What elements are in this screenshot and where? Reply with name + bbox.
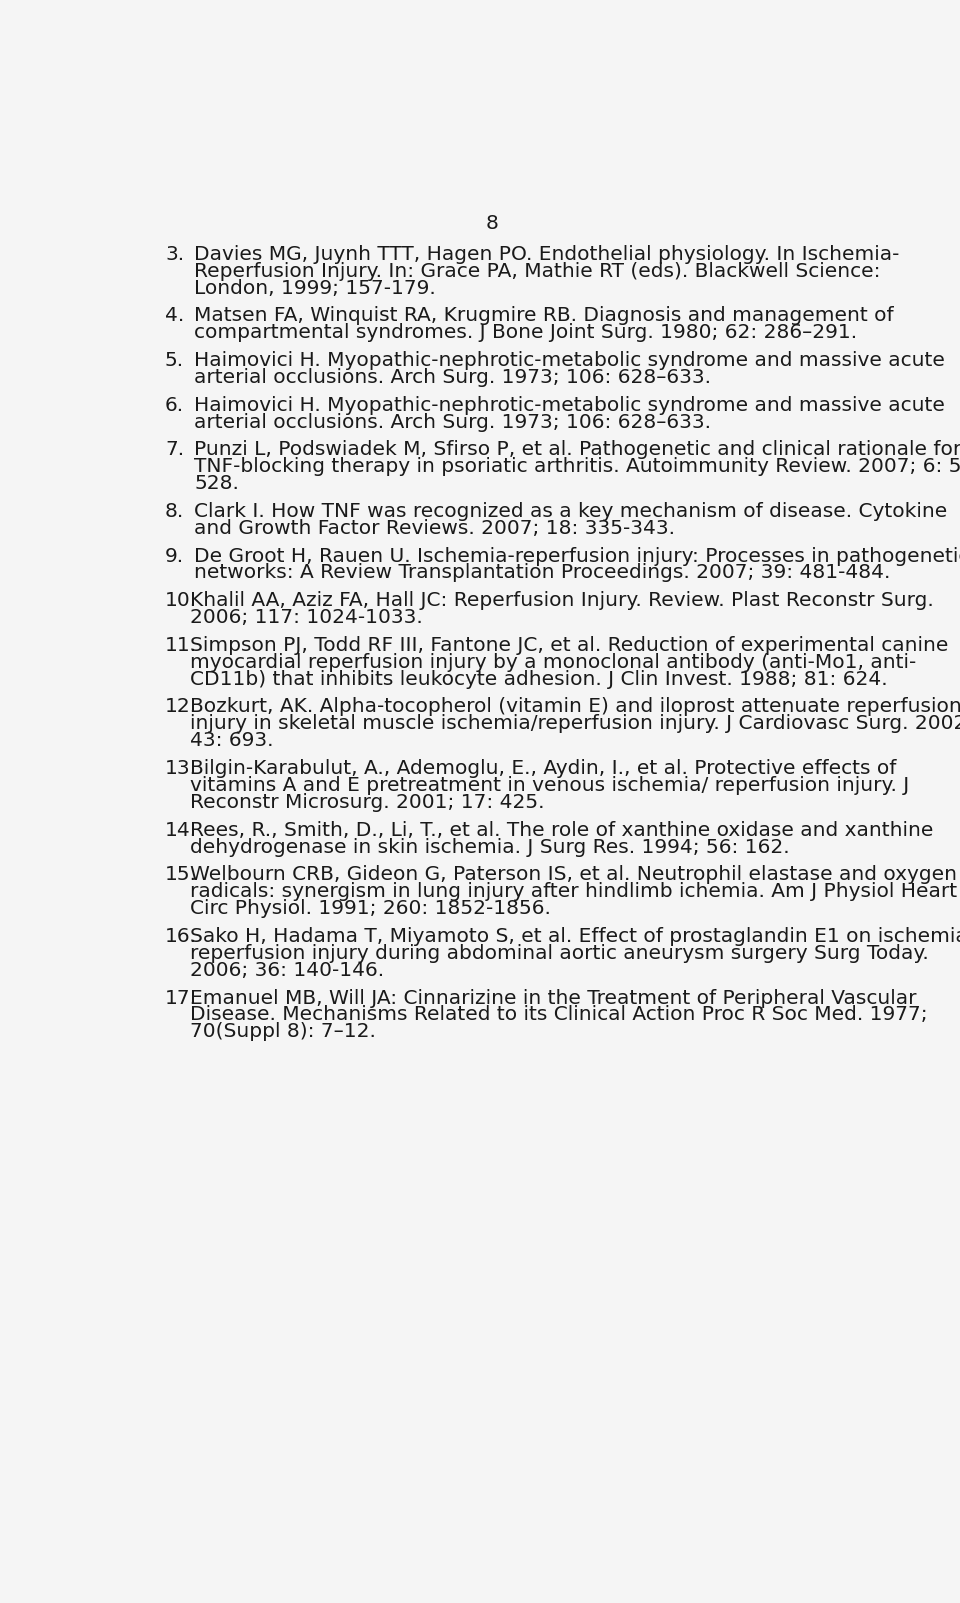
Text: London, 1999; 157-179.: London, 1999; 157-179. xyxy=(194,279,436,298)
Text: 2006; 36: 140-146.: 2006; 36: 140-146. xyxy=(190,960,384,979)
Text: Reperfusion Injury. In: Grace PA, Mathie RT (eds). Blackwell Science:: Reperfusion Injury. In: Grace PA, Mathie… xyxy=(194,261,881,281)
Text: 16.: 16. xyxy=(165,927,197,946)
Text: 14.: 14. xyxy=(165,821,197,840)
Text: 9.: 9. xyxy=(165,547,184,566)
Text: Bilgin-Karabulut, A., Ademoglu, E., Aydin, I., et al. Protective effects of: Bilgin-Karabulut, A., Ademoglu, E., Aydi… xyxy=(190,760,896,777)
Text: 12.: 12. xyxy=(165,697,197,717)
Text: Emanuel MB, Will JA: Cinnarizine in the Treatment of Peripheral Vascular: Emanuel MB, Will JA: Cinnarizine in the … xyxy=(190,989,916,1008)
Text: CD11b) that inhibits leukocyte adhesion. J Clin Invest. 1988; 81: 624.: CD11b) that inhibits leukocyte adhesion.… xyxy=(190,670,887,689)
Text: Clark I. How TNF was recognized as a key mechanism of disease. Cytokine: Clark I. How TNF was recognized as a key… xyxy=(194,502,948,521)
Text: Haimovici H. Myopathic-nephrotic-metabolic syndrome and massive acute: Haimovici H. Myopathic-nephrotic-metabol… xyxy=(194,351,946,370)
Text: Davies MG, Juynh TTT, Hagen PO. Endothelial physiology. In Ischemia-: Davies MG, Juynh TTT, Hagen PO. Endothel… xyxy=(194,245,900,264)
Text: 528.: 528. xyxy=(194,474,239,494)
Text: and Growth Factor Reviews. 2007; 18: 335-343.: and Growth Factor Reviews. 2007; 18: 335… xyxy=(194,519,676,539)
Text: 17.: 17. xyxy=(165,989,197,1008)
Text: Reconstr Microsurg. 2001; 17: 425.: Reconstr Microsurg. 2001; 17: 425. xyxy=(190,793,544,813)
Text: reperfusion injury during abdominal aortic aneurysm surgery Surg Today.: reperfusion injury during abdominal aort… xyxy=(190,944,928,963)
Text: Welbourn CRB, Gideon G, Paterson IS, et al. Neutrophil elastase and oxygen: Welbourn CRB, Gideon G, Paterson IS, et … xyxy=(190,866,957,885)
Text: Disease. Mechanisms Related to its Clinical Action Proc R Soc Med. 1977;: Disease. Mechanisms Related to its Clini… xyxy=(190,1005,927,1024)
Text: arterial occlusions. Arch Surg. 1973; 106: 628–633.: arterial occlusions. Arch Surg. 1973; 10… xyxy=(194,412,711,431)
Text: Simpson PJ, Todd RF III, Fantone JC, et al. Reduction of experimental canine: Simpson PJ, Todd RF III, Fantone JC, et … xyxy=(190,636,948,656)
Text: TNF-blocking therapy in psoriatic arthritis. Autoimmunity Review. 2007; 6: 524-: TNF-blocking therapy in psoriatic arthri… xyxy=(194,457,960,476)
Text: networks: A Review Transplantation Proceedings. 2007; 39: 481-484.: networks: A Review Transplantation Proce… xyxy=(194,564,891,582)
Text: 2006; 117: 1024-1033.: 2006; 117: 1024-1033. xyxy=(190,608,422,627)
Text: 11.: 11. xyxy=(165,636,197,656)
Text: 3.: 3. xyxy=(165,245,184,264)
Text: Matsen FA, Winquist RA, Krugmire RB. Diagnosis and management of: Matsen FA, Winquist RA, Krugmire RB. Dia… xyxy=(194,306,894,325)
Text: 15.: 15. xyxy=(165,866,197,885)
Text: 43: 693.: 43: 693. xyxy=(190,731,274,750)
Text: 4.: 4. xyxy=(165,306,184,325)
Text: radicals: synergism in lung injury after hindlimb ichemia. Am J Physiol Heart: radicals: synergism in lung injury after… xyxy=(190,882,957,901)
Text: 10.: 10. xyxy=(165,592,197,611)
Text: De Groot H, Rauen U. Ischemia-reperfusion injury: Processes in pathogenetic: De Groot H, Rauen U. Ischemia-reperfusio… xyxy=(194,547,960,566)
Text: Rees, R., Smith, D., Li, T., et al. The role of xanthine oxidase and xanthine: Rees, R., Smith, D., Li, T., et al. The … xyxy=(190,821,933,840)
Text: Khalil AA, Aziz FA, Hall JC: Reperfusion Injury. Review. Plast Reconstr Surg.: Khalil AA, Aziz FA, Hall JC: Reperfusion… xyxy=(190,592,933,611)
Text: dehydrogenase in skin ischemia. J Surg Res. 1994; 56: 162.: dehydrogenase in skin ischemia. J Surg R… xyxy=(190,838,789,856)
Text: Punzi L, Podswiadek M, Sfirso P, et al. Pathogenetic and clinical rationale for: Punzi L, Podswiadek M, Sfirso P, et al. … xyxy=(194,441,960,460)
Text: 8: 8 xyxy=(486,213,498,232)
Text: vitamins A and E pretreatment in venous ischemia/ reperfusion injury. J: vitamins A and E pretreatment in venous … xyxy=(190,776,909,795)
Text: Haimovici H. Myopathic-nephrotic-metabolic syndrome and massive acute: Haimovici H. Myopathic-nephrotic-metabol… xyxy=(194,396,946,415)
Text: Sako H, Hadama T, Miyamoto S, et al. Effect of prostaglandin E1 on ischemia-: Sako H, Hadama T, Miyamoto S, et al. Eff… xyxy=(190,927,960,946)
Text: 70(Suppl 8): 7–12.: 70(Suppl 8): 7–12. xyxy=(190,1023,375,1042)
Text: compartmental syndromes. J Bone Joint Surg. 1980; 62: 286–291.: compartmental syndromes. J Bone Joint Su… xyxy=(194,324,857,343)
Text: 7.: 7. xyxy=(165,441,184,460)
Text: 5.: 5. xyxy=(165,351,184,370)
Text: Circ Physiol. 1991; 260: 1852-1856.: Circ Physiol. 1991; 260: 1852-1856. xyxy=(190,899,551,919)
Text: injury in skeletal muscle ischemia/reperfusion injury. J Cardiovasc Surg. 2002;: injury in skeletal muscle ischemia/reper… xyxy=(190,715,960,734)
Text: Bozkurt, AK. Alpha-tocopherol (vitamin E) and iloprost attenuate reperfusion: Bozkurt, AK. Alpha-tocopherol (vitamin E… xyxy=(190,697,960,717)
Text: arterial occlusions. Arch Surg. 1973; 106: 628–633.: arterial occlusions. Arch Surg. 1973; 10… xyxy=(194,369,711,386)
Text: myocardial reperfusion injury by a monoclonal antibody (anti-Mo1, anti-: myocardial reperfusion injury by a monoc… xyxy=(190,652,916,672)
Text: 8.: 8. xyxy=(165,502,184,521)
Text: 6.: 6. xyxy=(165,396,184,415)
Text: 13.: 13. xyxy=(165,760,197,777)
